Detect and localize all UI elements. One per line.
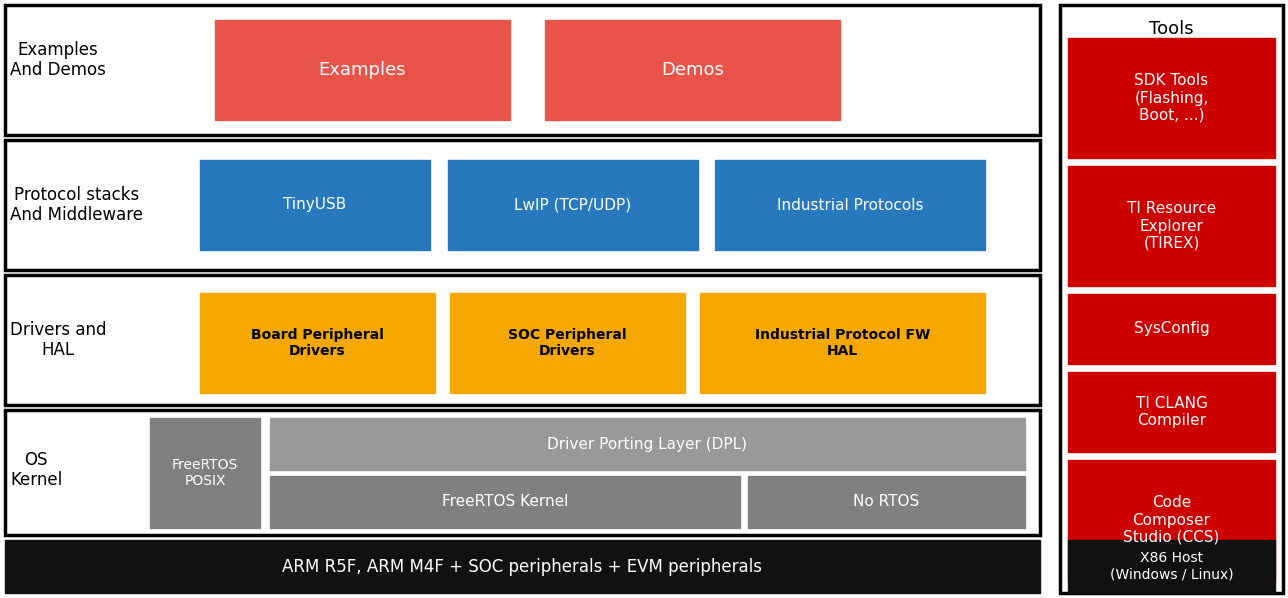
Bar [5, 5, 1039, 135]
Text: FreeRTOS Kernel: FreeRTOS Kernel [442, 495, 568, 509]
Text: ARM R5F, ARM M4F + SOC peripherals + EVM peripherals: ARM R5F, ARM M4F + SOC peripherals + EVM… [282, 557, 762, 575]
Bar [1068, 460, 1275, 580]
Text: FreeRTOS
POSIX: FreeRTOS POSIX [171, 458, 238, 488]
Text: TI CLANG
Compiler: TI CLANG Compiler [1136, 396, 1207, 428]
Text: Industrial Protocol FW
HAL: Industrial Protocol FW HAL [755, 328, 930, 358]
Bar [215, 20, 510, 120]
Bar [545, 20, 840, 120]
Bar [699, 293, 985, 393]
Text: OS
Kernel: OS Kernel [10, 451, 62, 489]
Text: Driver Porting Layer (DPL): Driver Porting Layer (DPL) [547, 437, 747, 451]
Text: SDK Tools
(Flashing,
Boot, ...): SDK Tools (Flashing, Boot, ...) [1135, 73, 1208, 123]
Bar [5, 275, 1039, 405]
Text: Examples
And Demos: Examples And Demos [10, 41, 106, 80]
Text: Board Peripheral
Drivers: Board Peripheral Drivers [251, 328, 384, 358]
Text: LwIP (TCP/UDP): LwIP (TCP/UDP) [514, 197, 631, 212]
Bar [5, 410, 1039, 535]
Text: Demos: Demos [661, 61, 724, 79]
Bar [200, 160, 430, 250]
Text: Protocol stacks
And Middleware: Protocol stacks And Middleware [10, 185, 143, 224]
Text: SOC Peripheral
Drivers: SOC Peripheral Drivers [509, 328, 627, 358]
Bar [149, 418, 260, 528]
Text: Examples: Examples [318, 61, 406, 79]
Bar [270, 476, 741, 528]
Text: No RTOS: No RTOS [854, 495, 920, 509]
Text: Drivers and
HAL: Drivers and HAL [10, 321, 107, 359]
Bar [748, 476, 1025, 528]
Bar [5, 540, 1039, 593]
Bar [450, 293, 685, 393]
Bar [1068, 540, 1275, 593]
Bar [1068, 372, 1275, 452]
Text: Tools: Tools [1149, 20, 1193, 38]
Text: SysConfig: SysConfig [1133, 322, 1209, 337]
Text: TinyUSB: TinyUSB [283, 197, 346, 212]
Bar [715, 160, 985, 250]
Bar [270, 418, 1025, 470]
Bar [1068, 166, 1275, 286]
Bar [1068, 38, 1275, 158]
Bar [5, 140, 1039, 270]
Bar [1068, 294, 1275, 364]
Bar [1060, 5, 1283, 593]
Text: X86 Host
(Windows / Linux): X86 Host (Windows / Linux) [1110, 551, 1234, 582]
Text: TI Resource
Explorer
(TIREX): TI Resource Explorer (TIREX) [1127, 201, 1216, 251]
Bar [200, 293, 435, 393]
Bar [448, 160, 698, 250]
Text: Industrial Protocols: Industrial Protocols [777, 197, 923, 212]
Text: Code
Composer
Studio (CCS): Code Composer Studio (CCS) [1123, 495, 1220, 545]
